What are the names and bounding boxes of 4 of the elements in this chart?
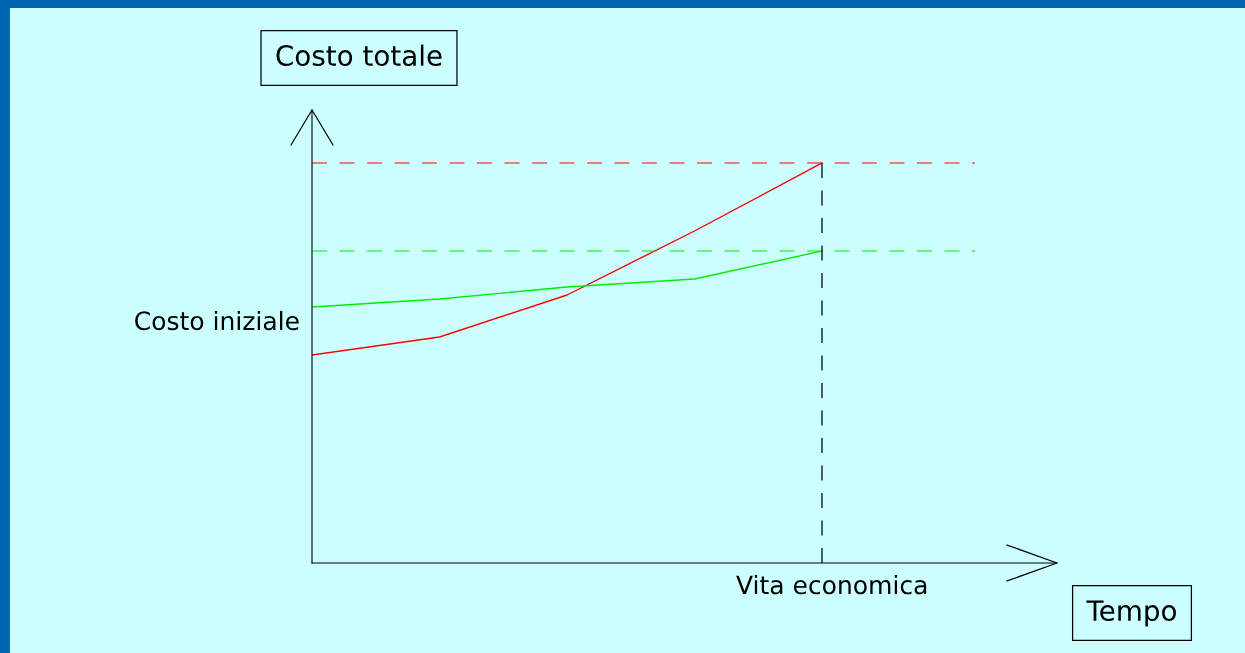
x-axis-title: Tempo	[1086, 600, 1176, 627]
text: Vita economica	[736, 575, 927, 595]
y-axis-title: Costo totale	[276, 44, 442, 67]
text: Costo iniziale	[135, 310, 299, 331]
